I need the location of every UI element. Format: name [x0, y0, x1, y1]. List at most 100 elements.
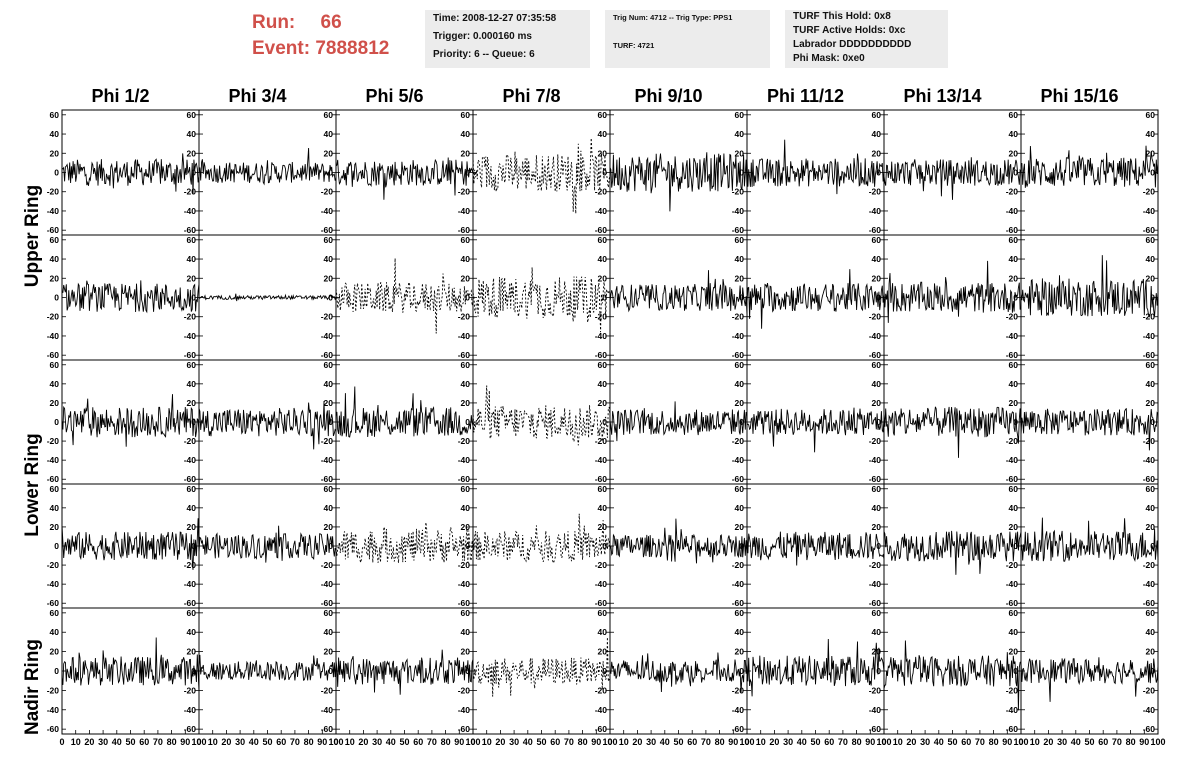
- y-tick-label: 20: [598, 647, 608, 657]
- waveform-line: [335, 157, 474, 200]
- y-tick-label: 40: [735, 627, 745, 637]
- x-tick-label: 80: [852, 737, 862, 747]
- turf-hold-text: TURF This Hold: 0x8: [793, 11, 891, 22]
- run-line: Run: 66: [252, 10, 389, 36]
- y-tick-label: -60: [595, 474, 608, 484]
- panel-frame: [198, 359, 337, 485]
- y-tick-label: -20: [184, 187, 197, 197]
- y-tick-label: -20: [1006, 685, 1019, 695]
- x-tick-label: 60: [276, 737, 286, 747]
- y-tick-label: 60: [1009, 484, 1019, 494]
- y-tick-label: -60: [1006, 350, 1019, 360]
- y-tick-label: 20: [324, 148, 334, 158]
- y-tick-label: 40: [1146, 254, 1156, 264]
- y-tick-label: 20: [872, 148, 882, 158]
- y-tick-label: -20: [458, 312, 471, 322]
- y-tick-label: -40: [1006, 206, 1019, 216]
- x-tick-label: 50: [1084, 737, 1094, 747]
- y-tick-label: 0: [1013, 541, 1018, 551]
- x-tick-label: 0: [881, 737, 886, 747]
- y-tick-label: 20: [1009, 398, 1019, 408]
- y-tick-label: -60: [595, 724, 608, 734]
- y-tick-label: -60: [732, 350, 745, 360]
- y-tick-label: -60: [1006, 474, 1019, 484]
- y-tick-label: 0: [328, 541, 333, 551]
- x-tick-label: 100: [328, 737, 343, 747]
- x-tick-label: 90: [180, 737, 190, 747]
- y-tick-label: 40: [461, 254, 471, 264]
- waveform-line: [335, 386, 474, 438]
- y-tick-label: 0: [602, 666, 607, 676]
- y-tick-label: 20: [187, 398, 197, 408]
- x-tick-label: 70: [975, 737, 985, 747]
- x-tick-label: 0: [196, 737, 201, 747]
- waveform-line: [472, 385, 611, 446]
- y-tick-label: -20: [869, 312, 882, 322]
- y-tick-label: 0: [602, 417, 607, 427]
- y-tick-label: 40: [1146, 129, 1156, 139]
- y-tick-label: 0: [739, 168, 744, 178]
- y-tick-label: 40: [461, 129, 471, 139]
- y-tick-label: -20: [595, 187, 608, 197]
- waveform-line: [609, 270, 748, 315]
- y-tick-label: -40: [1143, 579, 1156, 589]
- phi-header-1: Phi 1/2: [91, 86, 150, 106]
- y-tick-label: -20: [732, 312, 745, 322]
- waveform-line: [61, 518, 200, 570]
- x-tick-label: 50: [536, 737, 546, 747]
- x-tick-label: 30: [1057, 737, 1067, 747]
- y-tick-label: 0: [328, 293, 333, 303]
- time-text: Time: 2008-12-27 07:35:58: [433, 13, 557, 24]
- y-tick-label: 20: [50, 647, 60, 657]
- x-tick-label: 70: [838, 737, 848, 747]
- panel-frame: [609, 359, 748, 485]
- y-tick-label: 60: [1146, 608, 1156, 618]
- y-tick-label: -20: [869, 436, 882, 446]
- y-tick-label: -20: [732, 187, 745, 197]
- x-tick-label: 100: [191, 737, 206, 747]
- y-tick-label: 20: [461, 273, 471, 283]
- x-tick-label: 40: [112, 737, 122, 747]
- x-tick-label: 90: [454, 737, 464, 747]
- x-tick-label: 90: [317, 737, 327, 747]
- waveform-line: [883, 157, 1022, 200]
- y-tick-label: -40: [1006, 579, 1019, 589]
- x-tick-label: 0: [470, 737, 475, 747]
- waveform-line: [61, 637, 200, 692]
- y-tick-label: 60: [50, 110, 60, 120]
- priority-text: Priority: 6 -- Queue: 6: [433, 49, 535, 60]
- y-tick-label: 60: [872, 484, 882, 494]
- y-tick-label: -40: [869, 455, 882, 465]
- x-tick-label: 90: [1139, 737, 1149, 747]
- y-tick-label: -20: [47, 187, 60, 197]
- x-tick-label: 10: [482, 737, 492, 747]
- turf-text: TURF: 4721: [613, 41, 655, 50]
- y-tick-label: -60: [321, 598, 334, 608]
- y-tick-label: -40: [732, 705, 745, 715]
- x-tick-label: 60: [550, 737, 560, 747]
- x-tick-label: 80: [578, 737, 588, 747]
- phi-header-7: Phi 13/14: [903, 86, 982, 106]
- y-tick-label: 40: [1146, 627, 1156, 637]
- x-tick-label: 30: [372, 737, 382, 747]
- x-tick-label: 100: [739, 737, 754, 747]
- y-tick-label: -40: [869, 206, 882, 216]
- y-tick-label: -40: [47, 705, 60, 715]
- y-tick-label: 40: [872, 129, 882, 139]
- x-tick-label: 60: [824, 737, 834, 747]
- y-tick-label: -20: [458, 685, 471, 695]
- y-tick-label: 60: [1009, 235, 1019, 245]
- y-tick-label: 40: [187, 129, 197, 139]
- y-tick-label: 40: [461, 503, 471, 513]
- x-tick-label: 50: [125, 737, 135, 747]
- y-tick-label: 40: [324, 503, 334, 513]
- y-tick-label: -20: [321, 312, 334, 322]
- phi-header-6: Phi 11/12: [766, 86, 845, 106]
- y-tick-label: 40: [1009, 254, 1019, 264]
- x-tick-label: 80: [304, 737, 314, 747]
- x-tick-label: 70: [701, 737, 711, 747]
- y-tick-label: 60: [872, 235, 882, 245]
- y-tick-label: -40: [184, 455, 197, 465]
- x-tick-label: 20: [84, 737, 94, 747]
